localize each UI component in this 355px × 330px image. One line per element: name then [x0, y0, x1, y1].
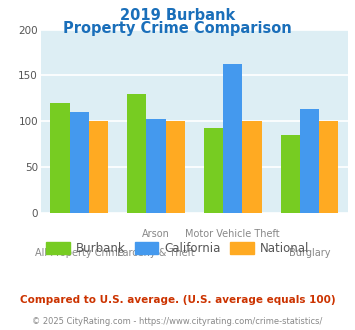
Bar	[204, 128, 223, 213]
Bar	[70, 112, 89, 213]
Text: Larceny & Theft: Larceny & Theft	[117, 248, 195, 258]
Text: Burglary: Burglary	[289, 248, 330, 258]
Bar	[300, 109, 319, 213]
Bar	[50, 103, 70, 213]
Bar	[223, 64, 242, 213]
Legend: Burbank, California, National: Burbank, California, National	[41, 237, 314, 260]
Bar	[281, 135, 300, 213]
Text: 2019 Burbank: 2019 Burbank	[120, 8, 235, 23]
Text: © 2025 CityRating.com - https://www.cityrating.com/crime-statistics/: © 2025 CityRating.com - https://www.city…	[32, 317, 323, 326]
Bar	[319, 121, 338, 213]
Bar	[165, 121, 185, 213]
Text: Arson: Arson	[142, 229, 170, 239]
Text: Motor Vehicle Theft: Motor Vehicle Theft	[185, 229, 280, 239]
Bar	[127, 94, 146, 213]
Text: All Property Crime: All Property Crime	[35, 248, 124, 258]
Text: Compared to U.S. average. (U.S. average equals 100): Compared to U.S. average. (U.S. average …	[20, 295, 335, 305]
Bar	[242, 121, 262, 213]
Bar	[89, 121, 108, 213]
Bar	[146, 118, 165, 213]
Text: Property Crime Comparison: Property Crime Comparison	[63, 21, 292, 36]
